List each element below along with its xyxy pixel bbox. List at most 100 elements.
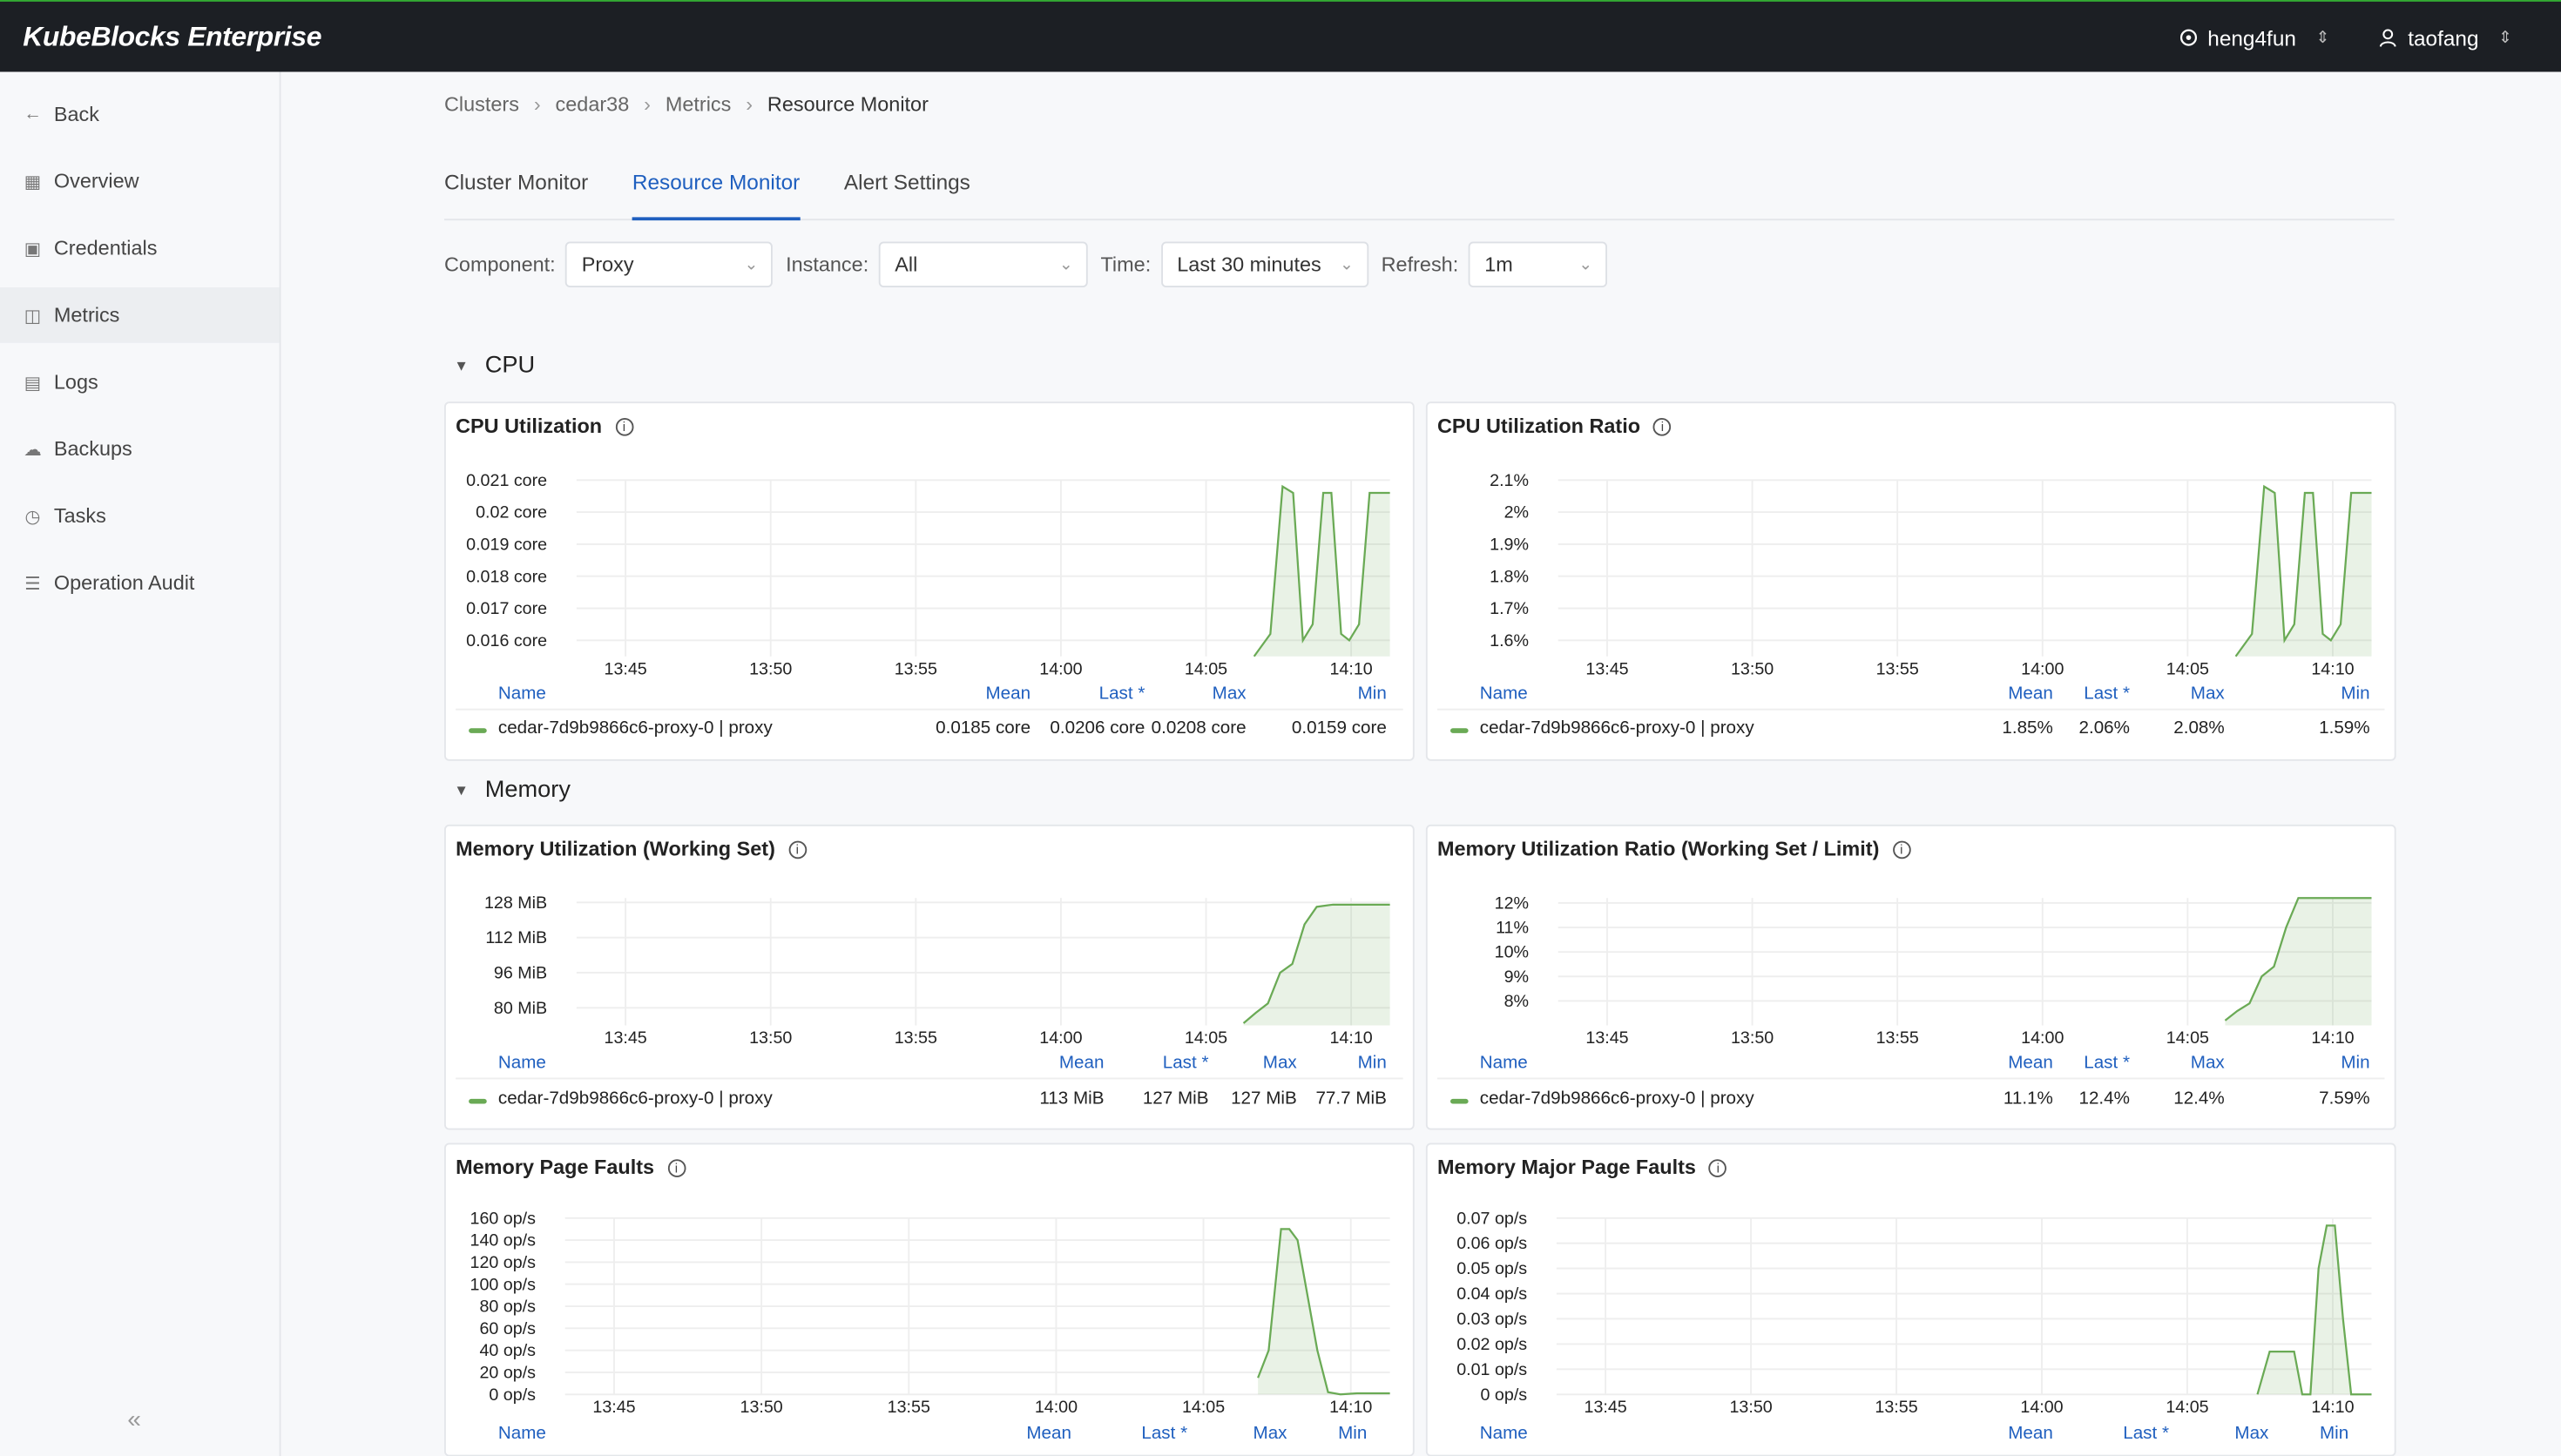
- tab-cluster-monitor[interactable]: Cluster Monitor: [444, 170, 589, 195]
- legend-header-min: Min: [1357, 1053, 1387, 1073]
- instance-label: Instance:: [786, 253, 869, 276]
- legend-header-mean: Mean: [1058, 1053, 1105, 1073]
- y-tick-label: 96 MiB: [494, 964, 547, 983]
- series-area: [1253, 486, 1390, 657]
- y-tick-label: 128 MiB: [484, 893, 547, 913]
- legend-stat: 1.85%: [2002, 718, 2053, 738]
- component-label: Component:: [444, 253, 556, 276]
- legend-header-last: Last *: [1098, 684, 1145, 704]
- user-icon: [2380, 29, 2397, 47]
- info-icon[interactable]: i: [667, 1158, 686, 1176]
- sidebar-item-tasks[interactable]: ◷ Tasks: [0, 489, 280, 544]
- x-tick-label: 13:50: [740, 1398, 783, 1417]
- sidebar-item-metrics[interactable]: ◫ Metrics: [0, 287, 280, 343]
- sidebar-item-back[interactable]: ← Back: [0, 86, 280, 142]
- y-tick-label: 0.01 op/s: [1456, 1360, 1527, 1379]
- series-line[interactable]: [1253, 484, 1390, 657]
- time-select[interactable]: Last 30 minutes ⌄: [1160, 241, 1368, 287]
- series-line[interactable]: [2256, 1224, 2372, 1396]
- workspace-icon: [2179, 29, 2197, 46]
- section-cpu[interactable]: ▼ CPU: [444, 353, 535, 379]
- legend-series-name[interactable]: cedar-7d9b9866c6-proxy-0 | proxy: [1479, 1089, 1754, 1109]
- info-icon[interactable]: i: [615, 417, 633, 435]
- x-tick-label: 14:00: [1035, 1398, 1078, 1417]
- legend-header-last: Last *: [1162, 1053, 1209, 1073]
- chart-svg: 2.1% 2% 1.9% 1.8% 1.7% 1.6% 13:45 13:50 13:55 14:…: [1490, 471, 2372, 678]
- legend-header-last: Last *: [2084, 684, 2130, 704]
- y-tick-label: 0.02 core: [476, 503, 547, 522]
- chart-svg: 12% 11% 10% 9% 8% 13:45 13:50 13:55 14:00 14:05 14…: [1495, 893, 2372, 1048]
- component-select[interactable]: Proxy ⌄: [564, 241, 774, 287]
- sidebar-item-label: Backups: [53, 437, 132, 461]
- legend-header-mean: Mean: [1026, 1424, 1071, 1444]
- collapse-sidebar-icon[interactable]: «: [127, 1405, 141, 1434]
- y-tick-label: 1.8%: [1490, 567, 1529, 586]
- legend-header-name: Name: [1479, 1424, 1528, 1444]
- sidebar-item-label: Operation Audit: [53, 571, 195, 595]
- time-value: Last 30 minutes: [1177, 253, 1321, 276]
- legend-header-mean: Mean: [985, 684, 1031, 704]
- sidebar-item-backups[interactable]: ☁ Backups: [0, 421, 280, 477]
- x-tick-label: 13:45: [1585, 1398, 1627, 1417]
- info-icon[interactable]: i: [1708, 1158, 1727, 1176]
- tab-bar: Cluster Monitor Resource Monitor Alert S…: [444, 170, 2395, 221]
- legend-header-mean: Mean: [2008, 684, 2053, 704]
- y-tick-label: 1.9%: [1490, 535, 1529, 554]
- legend-header-min: Min: [1338, 1424, 1368, 1444]
- legend-header-name: Name: [497, 1424, 546, 1444]
- instance-select[interactable]: All ⌄: [878, 241, 1088, 287]
- legend-series-name[interactable]: cedar-7d9b9866c6-proxy-0 | proxy: [497, 718, 773, 738]
- legend-divider: [456, 1077, 1403, 1080]
- y-tick-label: 0.017 core: [466, 599, 547, 618]
- top-bar: KubeBlocks Enterprise heng4fun ⇕ taofang…: [0, 0, 2561, 72]
- brand-logo[interactable]: KubeBlocks Enterprise: [23, 20, 322, 52]
- chevron-down-icon: ⌄: [1340, 255, 1354, 274]
- series-line[interactable]: [2224, 897, 2372, 1021]
- user-menu[interactable]: taofang ⇕: [2378, 25, 2512, 50]
- breadcrumb-cluster[interactable]: cedar38: [555, 92, 630, 117]
- chart-title: Memory Utilization (Working Set) i: [456, 838, 807, 860]
- legend-swatch: [469, 728, 487, 733]
- sidebar-item-logs[interactable]: ▤ Logs: [0, 354, 280, 410]
- x-tick-label: 13:55: [888, 1398, 930, 1417]
- sidebar-item-credentials[interactable]: ▣ Credentials: [0, 220, 280, 276]
- chevron-updown-icon: ⇕: [2498, 28, 2512, 47]
- x-tick-label: 13:50: [1729, 1398, 1772, 1417]
- sidebar-item-overview[interactable]: ▦ Overview: [0, 153, 280, 209]
- series-area: [1243, 904, 1390, 1026]
- series-line[interactable]: [1257, 1228, 1390, 1396]
- series-line[interactable]: [2234, 484, 2372, 657]
- x-tick-label: 13:50: [749, 659, 792, 678]
- breadcrumb-metrics[interactable]: Metrics: [665, 92, 732, 117]
- sidebar-item-operation-audit[interactable]: ☰ Operation Audit: [0, 556, 280, 611]
- info-icon[interactable]: i: [787, 839, 807, 859]
- chart-title-text: CPU Utilization Ratio: [1437, 415, 1641, 438]
- x-tick-label: 13:50: [1731, 1028, 1774, 1048]
- info-icon[interactable]: i: [1653, 417, 1672, 435]
- chart-panel-mem-ratio: Memory Utilization Ratio (Working Set / …: [1425, 824, 2396, 1130]
- y-tick-label: 40 op/s: [479, 1341, 536, 1360]
- x-tick-label: 14:00: [2021, 659, 2064, 678]
- refresh-select[interactable]: 1m ⌄: [1468, 241, 1607, 287]
- instance-value: All: [895, 253, 918, 276]
- workspace-switcher[interactable]: heng4fun ⇕: [2179, 25, 2329, 50]
- x-tick-label: 13:50: [749, 1028, 792, 1048]
- legend-swatch: [469, 1098, 487, 1104]
- legend-stat: 113 MiB: [1039, 1089, 1105, 1109]
- series-line[interactable]: [1242, 903, 1390, 1024]
- breadcrumb-clusters[interactable]: Clusters: [444, 92, 519, 117]
- legend-series-name[interactable]: cedar-7d9b9866c6-proxy-0 | proxy: [1479, 718, 1754, 738]
- legend-series-name[interactable]: cedar-7d9b9866c6-proxy-0 | proxy: [497, 1089, 773, 1109]
- legend-stat: 0.0159 core: [1291, 718, 1387, 738]
- tab-alert-settings[interactable]: Alert Settings: [843, 170, 970, 195]
- chevron-right-icon: ›: [644, 92, 651, 117]
- chart-title-text: Memory Major Page Faults: [1437, 1156, 1696, 1179]
- x-tick-label: 13:45: [1585, 1028, 1628, 1048]
- tab-resource-monitor[interactable]: Resource Monitor: [632, 170, 801, 221]
- section-memory[interactable]: ▼ Memory: [444, 778, 571, 804]
- chart-title: CPU Utilization i: [456, 415, 633, 438]
- grid-icon: ▦: [24, 172, 42, 192]
- y-tick-label: 60 op/s: [479, 1319, 536, 1338]
- x-tick-label: 13:45: [605, 659, 647, 678]
- info-icon[interactable]: i: [1892, 839, 1911, 859]
